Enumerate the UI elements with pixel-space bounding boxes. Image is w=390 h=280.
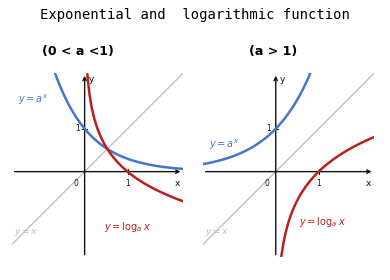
Text: 1: 1 <box>125 179 130 188</box>
Text: $y = x$: $y = x$ <box>205 227 229 238</box>
Text: (0 < a <1): (0 < a <1) <box>42 45 114 58</box>
Text: 1: 1 <box>266 124 271 133</box>
Text: 1: 1 <box>316 179 321 188</box>
Text: 1: 1 <box>75 124 80 133</box>
Text: x: x <box>174 179 180 188</box>
Text: $y = a^{x}$: $y = a^{x}$ <box>209 138 240 152</box>
Text: $y = a^{x}$: $y = a^{x}$ <box>18 92 49 107</box>
Text: y: y <box>89 75 94 84</box>
Text: 0: 0 <box>73 179 78 188</box>
Text: (a > 1): (a > 1) <box>249 45 297 58</box>
Text: $y = \log_a x$: $y = \log_a x$ <box>300 215 346 229</box>
Text: $y = \log_a x$: $y = \log_a x$ <box>104 220 151 234</box>
Text: 0: 0 <box>264 179 269 188</box>
Text: x: x <box>365 179 371 188</box>
Text: Exponential and  logarithmic function: Exponential and logarithmic function <box>40 8 350 22</box>
Text: $y = x$: $y = x$ <box>14 227 38 238</box>
Text: y: y <box>280 75 285 84</box>
